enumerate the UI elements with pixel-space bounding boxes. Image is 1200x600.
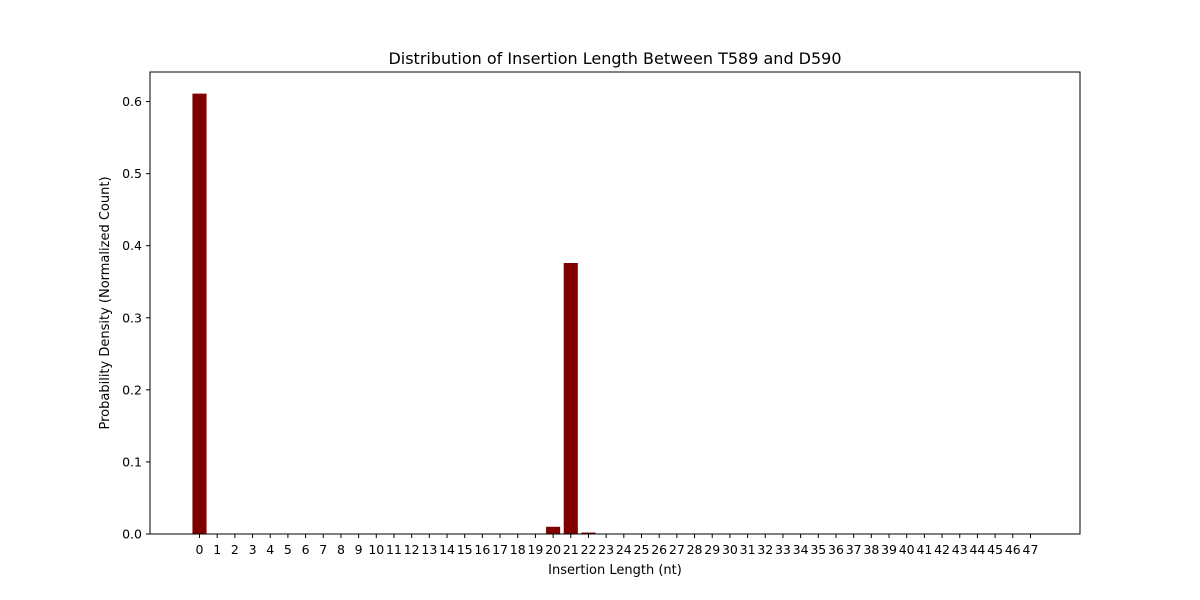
x-tick-label: 15	[457, 542, 473, 557]
x-tick-label: 18	[510, 542, 526, 557]
x-tick-label: 5	[284, 542, 292, 557]
y-tick-label: 0.0	[122, 527, 142, 542]
x-tick-label: 41	[916, 542, 932, 557]
x-tick-label: 36	[828, 542, 844, 557]
x-tick-label: 39	[881, 542, 897, 557]
bar-0	[192, 93, 207, 535]
x-tick-label: 9	[355, 542, 363, 557]
x-tick-label: 28	[687, 542, 703, 557]
x-tick-label: 1	[213, 542, 221, 557]
x-tick-label: 26	[651, 542, 667, 557]
x-tick-label: 35	[810, 542, 826, 557]
y-tick-label: 0.3	[122, 310, 142, 325]
x-tick-label: 42	[934, 542, 950, 557]
x-tick-label: 31	[740, 542, 756, 557]
x-tick-label: 23	[598, 542, 614, 557]
x-tick-label: 13	[421, 542, 437, 557]
x-tick-label: 33	[775, 542, 791, 557]
x-tick-label: 22	[581, 542, 597, 557]
x-tick-label: 45	[987, 542, 1003, 557]
x-tick-label: 21	[563, 542, 579, 557]
y-tick-label: 0.4	[122, 238, 142, 253]
y-tick-label: 0.5	[122, 166, 142, 181]
x-tick-label: 40	[899, 542, 915, 557]
x-tick-label: 46	[1005, 542, 1021, 557]
x-tick-label: 16	[474, 542, 490, 557]
x-tick-label: 43	[952, 542, 968, 557]
x-tick-label: 17	[492, 542, 508, 557]
x-tick-label: 32	[757, 542, 773, 557]
x-tick-label: 19	[527, 542, 543, 557]
x-tick-label: 29	[704, 542, 720, 557]
x-axis: 0 1 2 3 4 5 6 7 8 9 10 11 12 13 14 15 16 17 18 19 20 21 22 23 24…	[196, 534, 1039, 557]
chart-title: Distribution of Insertion Length Between…	[388, 49, 841, 68]
x-tick-label: 2	[231, 542, 239, 557]
x-tick-label: 34	[793, 542, 809, 557]
x-tick-label: 20	[545, 542, 561, 557]
plot-frame	[149, 71, 1081, 535]
x-tick-label: 25	[634, 542, 650, 557]
x-tick-label: 24	[616, 542, 632, 557]
bar-21	[563, 263, 578, 534]
x-tick-label: 47	[1023, 542, 1039, 557]
x-tick-label: 3	[249, 542, 257, 557]
x-axis-label: Insertion Length (nt)	[548, 563, 682, 578]
x-tick-label: 10	[368, 542, 384, 557]
x-tick-label: 4	[266, 542, 274, 557]
x-tick-label: 0	[196, 542, 204, 557]
x-tick-label: 11	[386, 542, 402, 557]
x-tick-label: 12	[404, 542, 420, 557]
x-tick-label: 44	[969, 542, 985, 557]
y-tick-label: 0.1	[122, 454, 142, 469]
x-tick-label: 27	[669, 542, 685, 557]
x-tick-label: 37	[846, 542, 862, 557]
x-tick-label: 8	[337, 542, 345, 557]
x-tick-label: 7	[319, 542, 327, 557]
y-tick-label: 0.2	[122, 382, 142, 397]
bar-22	[581, 532, 596, 534]
y-axis: 0.0 0.1 0.2 0.3 0.4 0.5 0.6	[122, 94, 150, 542]
x-tick-label: 6	[302, 542, 310, 557]
x-tick-label: 38	[863, 542, 879, 557]
x-tick-label: 14	[439, 542, 455, 557]
bars	[192, 93, 596, 535]
bar-20	[546, 526, 561, 534]
y-tick-label: 0.6	[122, 94, 142, 109]
x-tick-label: 30	[722, 542, 738, 557]
y-axis-label: Probability Density (Normalized Count)	[98, 176, 113, 429]
plot-area: 0.00.10.20.30.40.50.6 0 1 2 3 4 5 6 7 8 9 10 11 12 13…	[122, 71, 1081, 557]
